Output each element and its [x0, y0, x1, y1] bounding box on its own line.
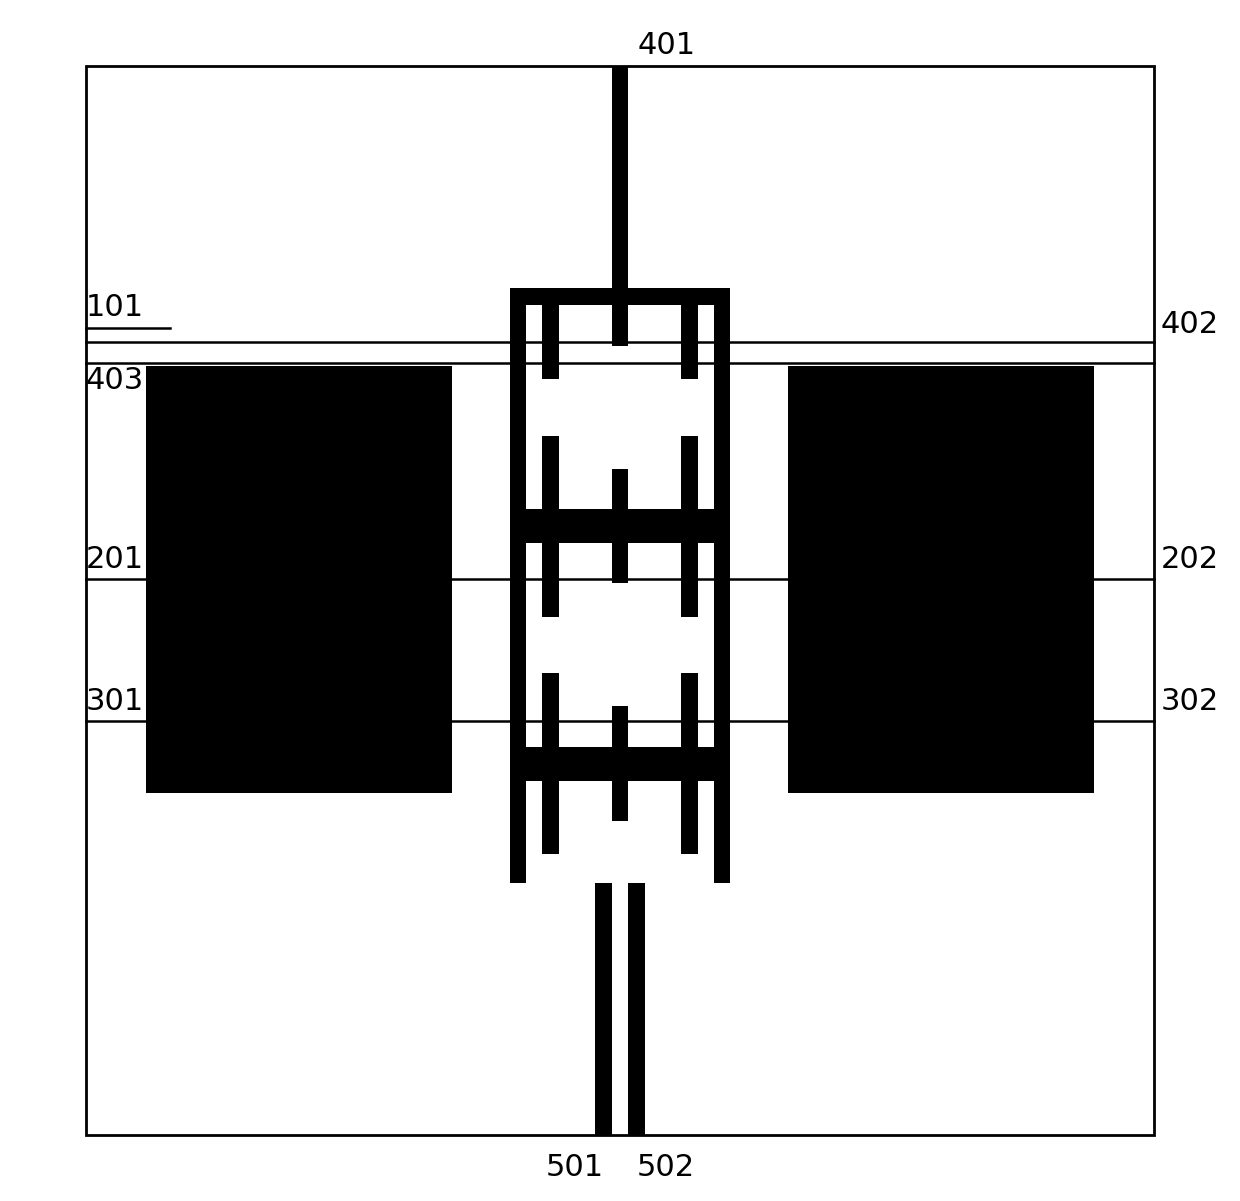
Bar	[611, 468, 629, 509]
Text: 101: 101	[86, 293, 144, 322]
Bar	[681, 543, 698, 616]
Bar	[611, 66, 629, 288]
Bar	[681, 436, 698, 509]
Text: 502: 502	[636, 1153, 694, 1182]
Bar	[542, 305, 559, 378]
Bar	[510, 526, 526, 645]
Bar	[681, 781, 698, 854]
Bar	[681, 305, 698, 378]
Bar	[714, 764, 730, 883]
Text: 402: 402	[1161, 310, 1219, 339]
Bar	[510, 288, 526, 407]
Text: 401: 401	[639, 31, 696, 60]
Bar	[714, 526, 730, 645]
Bar	[510, 764, 526, 883]
Bar	[789, 366, 1095, 793]
Bar	[595, 883, 613, 1135]
Bar	[542, 436, 559, 509]
Bar	[510, 645, 526, 764]
Bar	[510, 526, 730, 543]
Bar	[627, 883, 645, 1135]
Bar	[510, 747, 730, 764]
Text: 301: 301	[86, 687, 144, 716]
Bar	[611, 781, 629, 821]
Text: 302: 302	[1161, 687, 1219, 716]
Bar	[510, 407, 526, 526]
Bar	[681, 674, 698, 747]
Bar	[611, 706, 629, 747]
Bar	[542, 674, 559, 747]
Text: 202: 202	[1161, 545, 1219, 574]
Bar	[510, 509, 730, 526]
Text: 501: 501	[546, 1153, 604, 1182]
Bar	[542, 543, 559, 616]
Text: 403: 403	[86, 366, 144, 395]
Bar	[714, 407, 730, 526]
Bar	[510, 288, 730, 305]
Bar	[145, 366, 451, 793]
Bar	[611, 305, 629, 346]
Bar	[714, 288, 730, 407]
Bar	[542, 781, 559, 854]
Bar	[510, 764, 730, 781]
Bar	[86, 66, 1154, 1135]
Bar	[611, 543, 629, 584]
Bar	[714, 645, 730, 764]
Text: 201: 201	[86, 545, 144, 574]
